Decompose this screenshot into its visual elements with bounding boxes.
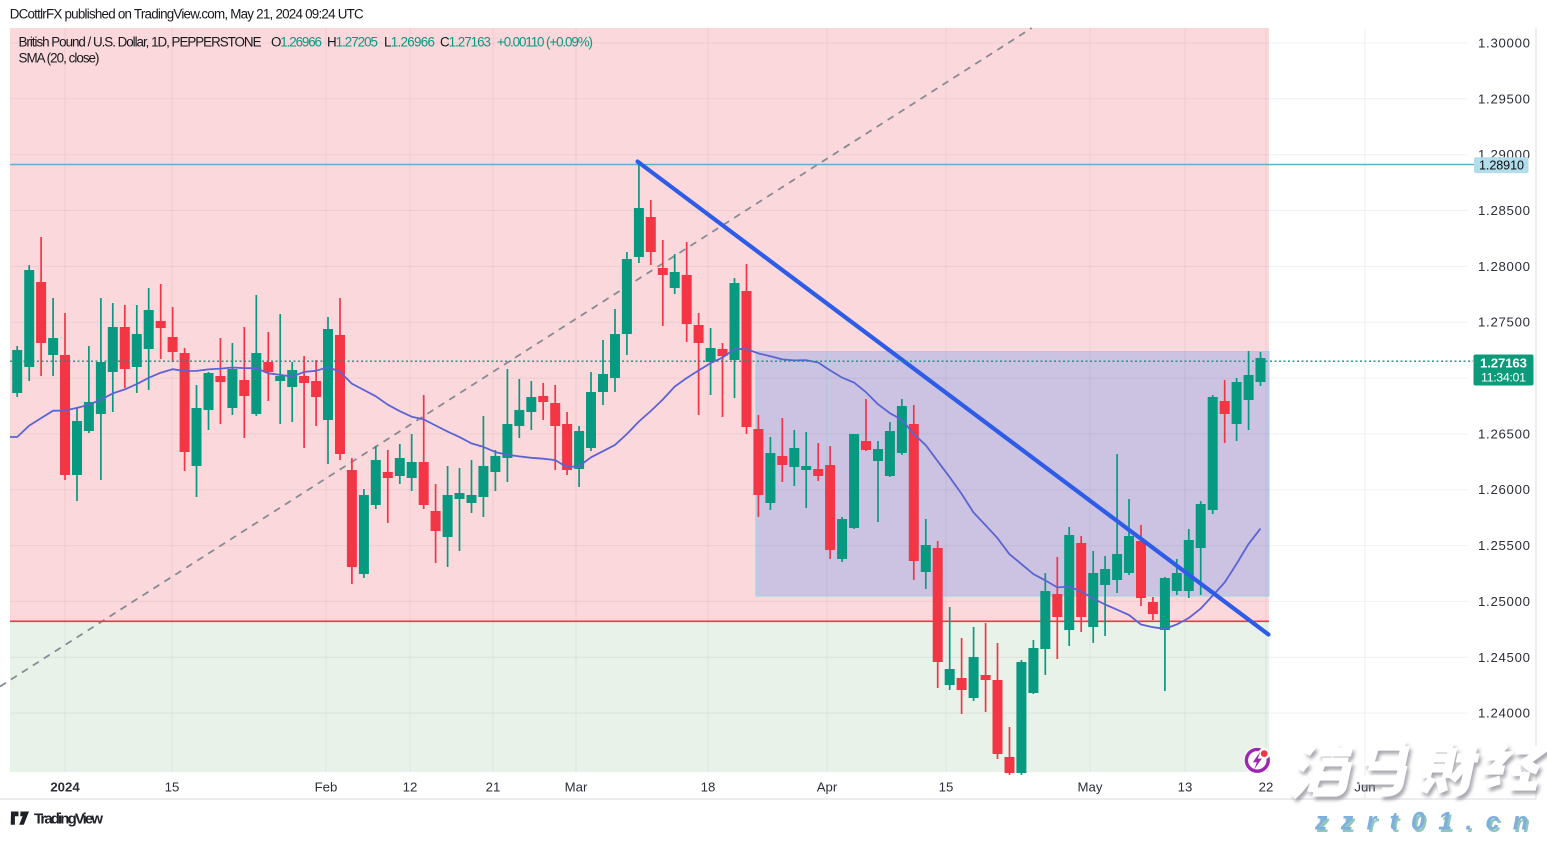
- svg-text:1.26000: 1.26000: [1478, 482, 1530, 497]
- svg-text:1.28000: 1.28000: [1478, 259, 1530, 274]
- svg-text:1.29500: 1.29500: [1478, 91, 1530, 106]
- svg-text:1.30000: 1.30000: [1478, 36, 1530, 51]
- svg-text:11:34:01: 11:34:01: [1481, 371, 1526, 385]
- svg-text:1.24500: 1.24500: [1478, 650, 1530, 665]
- svg-text:TradingView: TradingView: [34, 811, 103, 828]
- svg-text:zzrt01.cn: zzrt01.cn: [1316, 810, 1539, 836]
- svg-text:1.28500: 1.28500: [1478, 203, 1530, 218]
- svg-text:O1.26966: O1.26966: [271, 35, 322, 50]
- svg-text:May: May: [1078, 780, 1103, 795]
- svg-text:zzrt01.cn: zzrt01.cn: [1314, 808, 1537, 836]
- svg-text:15: 15: [939, 780, 954, 795]
- svg-text:British Pound / U.S. Dollar, 1: British Pound / U.S. Dollar, 1D, PEPPERS…: [19, 35, 262, 50]
- svg-text:1.25500: 1.25500: [1478, 538, 1530, 553]
- svg-text:Mar: Mar: [565, 780, 588, 795]
- svg-text:1.27500: 1.27500: [1478, 315, 1530, 330]
- svg-text:18: 18: [701, 780, 716, 795]
- svg-text:Apr: Apr: [817, 780, 838, 795]
- svg-text:L1.26966: L1.26966: [384, 35, 435, 50]
- svg-text:1.26500: 1.26500: [1478, 426, 1530, 441]
- svg-text:2024: 2024: [50, 780, 80, 795]
- svg-text:1.24000: 1.24000: [1478, 706, 1530, 721]
- svg-text:22: 22: [1259, 780, 1274, 795]
- svg-text:12: 12: [403, 780, 418, 795]
- svg-text:+0.00110 (+0.09%): +0.00110 (+0.09%): [497, 35, 593, 50]
- svg-text:1.28910: 1.28910: [1479, 159, 1524, 173]
- svg-text:21: 21: [486, 780, 501, 795]
- svg-text:SMA (20, close): SMA (20, close): [19, 51, 100, 66]
- svg-text:1.25000: 1.25000: [1478, 594, 1530, 609]
- svg-text:Feb: Feb: [315, 780, 338, 795]
- svg-text:DCottlrFX published on Trading: DCottlrFX published on TradingView.com, …: [10, 7, 364, 22]
- svg-text:15: 15: [165, 780, 180, 795]
- svg-text:13: 13: [1178, 780, 1193, 795]
- svg-text:C1.27163: C1.27163: [440, 35, 491, 50]
- svg-text:H1.27205: H1.27205: [327, 35, 378, 50]
- svg-text:1.27163: 1.27163: [1480, 355, 1527, 370]
